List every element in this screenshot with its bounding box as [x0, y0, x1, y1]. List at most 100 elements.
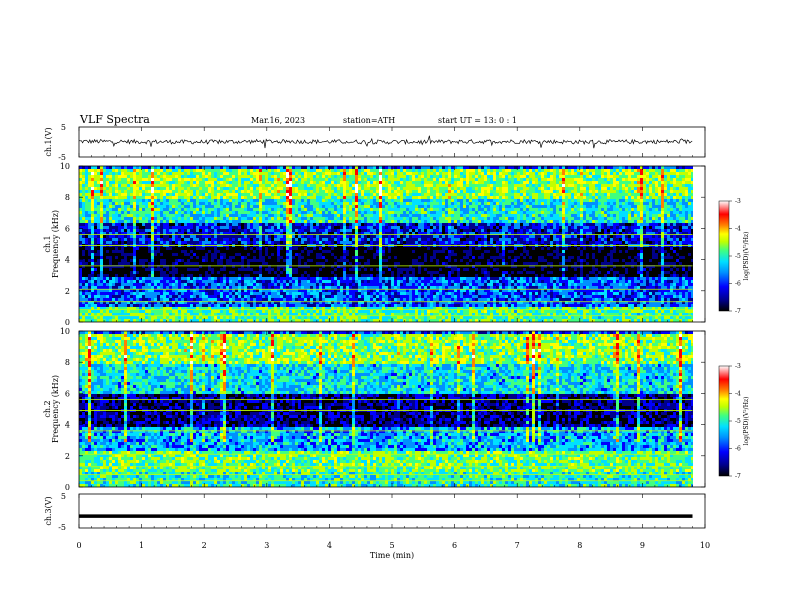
spectrogram-cell: [79, 313, 83, 317]
spectrogram-cell: [286, 292, 290, 296]
spectrogram-cell: [109, 238, 113, 242]
spectrogram-cell: [91, 262, 95, 266]
spectrogram-cell: [118, 250, 122, 254]
spectrogram-cell: [355, 202, 359, 206]
spectrogram-cell: [349, 199, 353, 203]
spectrogram-cell: [295, 235, 299, 239]
spectrogram-cell: [121, 289, 125, 293]
spectrogram-cell: [358, 271, 362, 275]
spectrogram-cell: [208, 319, 212, 322]
spectrogram-cell: [358, 223, 362, 227]
spectrogram-cell: [301, 268, 305, 272]
spectrogram-cell: [289, 247, 293, 251]
spectrogram-cell: [160, 205, 164, 209]
spectrogram-cell: [136, 187, 140, 191]
spectrogram-cell: [115, 250, 119, 254]
spectrogram-cell: [142, 304, 146, 308]
spectrogram-cell: [172, 298, 176, 302]
spectrogram-cell: [115, 247, 119, 251]
spectrogram-cell: [163, 181, 167, 185]
spectrogram-cell: [202, 289, 206, 293]
spectrogram-cell: [136, 235, 140, 239]
spectrogram-cell: [202, 229, 206, 233]
spectrogram-cell: [253, 196, 257, 200]
spectrogram-cell: [157, 280, 161, 284]
spectrogram-cell: [196, 274, 200, 278]
spectrogram-cell: [223, 304, 227, 308]
spectrogram-cell: [229, 262, 233, 266]
spectrogram-cell: [118, 187, 122, 191]
spectrogram-cell: [106, 190, 110, 194]
spectrogram-cell: [268, 205, 272, 209]
spectrogram-cell: [292, 211, 296, 215]
spectrogram-cell: [304, 178, 308, 182]
spectrogram-cell: [97, 205, 101, 209]
spectrogram-cell: [199, 268, 203, 272]
spectrogram-cell: [103, 187, 107, 191]
spectrogram-cell: [124, 211, 128, 215]
spectrogram-cell: [163, 166, 167, 170]
spectrogram-cell: [271, 208, 275, 212]
spectrogram-cell: [208, 172, 212, 176]
spectrogram-cell: [139, 316, 143, 320]
spectrogram-cell: [145, 262, 149, 266]
spectrogram-cell: [205, 298, 209, 302]
spectrogram-cell: [118, 274, 122, 278]
spectrogram-cell: [289, 193, 293, 197]
spectrogram-cell: [313, 190, 317, 194]
spectrogram-cell: [79, 217, 83, 221]
spectrogram-cell: [154, 184, 158, 188]
spectrogram-cell: [208, 295, 212, 299]
spectrogram-cell: [301, 175, 305, 179]
spectrogram-cell: [292, 223, 296, 227]
spectrogram-cell: [220, 298, 224, 302]
spectrogram-cell: [148, 250, 152, 254]
spectrogram-cell: [157, 172, 161, 176]
spectrogram-cell: [331, 202, 335, 206]
spectrogram-cell: [280, 247, 284, 251]
spectrogram-cell: [118, 253, 122, 257]
spectrogram-cell: [154, 295, 158, 299]
spectrogram-cell: [313, 229, 317, 233]
spectrogram-cell: [169, 178, 173, 182]
spectrogram-cell: [328, 175, 332, 179]
spectrogram-cell: [94, 319, 98, 322]
spectrogram-cell: [106, 289, 110, 293]
spectrogram-cell: [211, 271, 215, 275]
spectrogram-cell: [163, 313, 167, 317]
spectrogram-cell: [364, 277, 368, 281]
spectrogram-cell: [325, 271, 329, 275]
spectrogram-cell: [349, 217, 353, 221]
spectrogram-cell: [187, 253, 191, 257]
spectrogram-cell: [292, 217, 296, 221]
spectrogram-cell: [319, 229, 323, 233]
spectrogram-cell: [205, 217, 209, 221]
spectrogram-cell: [259, 199, 263, 203]
spectrogram-cell: [319, 220, 323, 224]
spectrogram-cell: [229, 259, 233, 263]
spectrogram-cell: [88, 232, 92, 236]
spectrogram-cell: [169, 271, 173, 275]
spectrogram-cell: [298, 208, 302, 212]
spectrogram-cell: [352, 298, 356, 302]
spectrogram-cell: [151, 253, 155, 257]
spectrogram-cell: [187, 166, 191, 170]
spectrogram-cell: [364, 253, 368, 257]
spectrogram-cell: [295, 313, 299, 317]
spectrogram-cell: [235, 280, 239, 284]
spectrogram-cell: [145, 190, 149, 194]
spectrogram-cell: [271, 211, 275, 215]
spectrogram-cell: [238, 223, 242, 227]
spectrogram-cell: [238, 319, 242, 322]
spectrogram-cell: [343, 295, 347, 299]
spectrogram-cell: [196, 289, 200, 293]
spectrogram-cell: [166, 304, 170, 308]
spectrogram-cell: [361, 232, 365, 236]
spectrogram-cell: [262, 241, 266, 245]
spectrogram-cell: [241, 304, 245, 308]
spectrogram-cell: [253, 232, 257, 236]
spectrogram-cell: [112, 292, 116, 296]
spectrogram-cell: [178, 232, 182, 236]
spectrogram-cell: [124, 256, 128, 260]
spectrogram-cell: [214, 205, 218, 209]
